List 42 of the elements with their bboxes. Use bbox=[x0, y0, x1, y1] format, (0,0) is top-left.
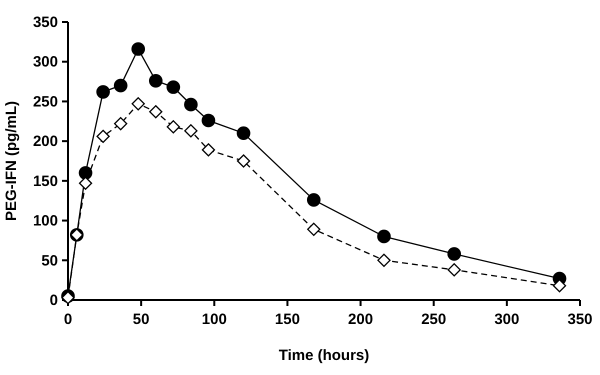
y-tick-label: 100 bbox=[32, 212, 58, 230]
point bbox=[166, 80, 180, 94]
point bbox=[307, 222, 320, 236]
y-axis-title: PEG-IFN (pg/mL) bbox=[3, 101, 20, 221]
x-tick-label: 150 bbox=[274, 311, 300, 328]
x-tick-label: 350 bbox=[567, 311, 593, 328]
x-axis-title: Time (hours) bbox=[278, 347, 370, 364]
point bbox=[448, 263, 461, 276]
point bbox=[184, 98, 198, 112]
x-tick-label: 0 bbox=[64, 311, 72, 328]
y-tick-label: 150 bbox=[32, 172, 58, 190]
y-tick-label: 200 bbox=[32, 133, 58, 150]
point bbox=[306, 193, 321, 207]
x-tick-label: 200 bbox=[348, 311, 374, 328]
point bbox=[184, 124, 198, 138]
x-tick-label: 100 bbox=[202, 311, 227, 328]
point bbox=[131, 42, 146, 56]
point bbox=[377, 254, 391, 267]
y-tick-label: 250 bbox=[32, 93, 58, 110]
point bbox=[149, 105, 162, 118]
point bbox=[148, 74, 163, 88]
x-tick-label: 250 bbox=[421, 311, 446, 328]
point bbox=[236, 154, 250, 168]
x-tick-label: 50 bbox=[132, 311, 150, 328]
y-tick-label: 50 bbox=[41, 252, 58, 270]
point bbox=[552, 279, 566, 292]
point bbox=[447, 247, 461, 261]
point bbox=[236, 126, 250, 140]
y-tick-label: 300 bbox=[32, 54, 58, 71]
point bbox=[202, 143, 216, 157]
point bbox=[202, 114, 216, 128]
y-tick-label: 350 bbox=[32, 14, 58, 31]
point bbox=[78, 176, 92, 190]
point bbox=[166, 120, 180, 134]
point bbox=[96, 130, 110, 144]
point bbox=[114, 78, 128, 92]
y-tick-label: 0 bbox=[50, 292, 58, 309]
x-tick-label: 300 bbox=[494, 311, 520, 328]
point bbox=[96, 85, 110, 99]
point bbox=[114, 117, 128, 130]
point bbox=[132, 97, 145, 110]
point bbox=[377, 230, 391, 244]
